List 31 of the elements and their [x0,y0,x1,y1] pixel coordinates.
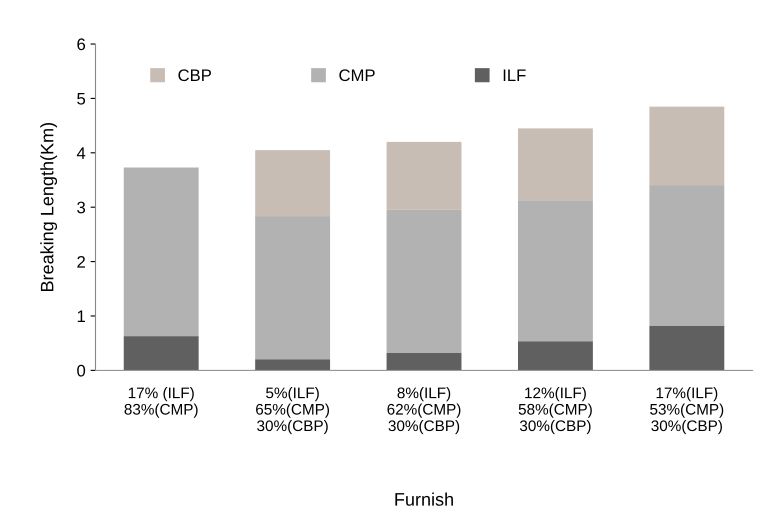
bar [518,128,593,201]
y-tick-label: 5 [77,92,86,105]
y-tick-label: 1 [78,310,85,322]
y-tick-label: 0 [77,364,86,377]
bar [649,326,724,370]
bar [518,342,593,370]
y-tick-label: 3 [77,202,86,214]
bar [124,167,199,336]
y-axis-title: Breaking Length(Km) [40,123,58,292]
y-tick-label: 4 [76,147,86,159]
x-tick-label: 8%(ILF) 62%(CMP) 30%(CBP) [387,387,460,434]
x-tick-label: 12%(ILF) 58%(CMP) 30%(CBP) [518,387,592,434]
x-tick-label: 17%(ILF) 53%(CMP) 30%(CBP) [650,387,724,434]
x-tick-label: 17% (ILF) 83%(CMP) [124,387,198,418]
x-axis-title: Furnish [395,492,453,506]
bar [255,216,330,360]
legend-label: CMP [339,69,375,82]
bar [124,336,199,370]
y-tick-label: 6 [77,38,86,50]
bar [255,359,330,370]
bar [649,185,724,326]
bar [386,210,462,353]
bar [518,200,593,342]
bar [386,142,462,210]
legend-label: CBP [178,69,211,82]
bar [649,106,724,186]
bar [255,150,330,216]
x-tick-label: 5%(ILF) 65%(CMP) 30%(CBP) [256,387,330,434]
bar [386,352,462,370]
y-tick-label: 2 [77,256,85,268]
legend-label: ILF [504,70,526,81]
